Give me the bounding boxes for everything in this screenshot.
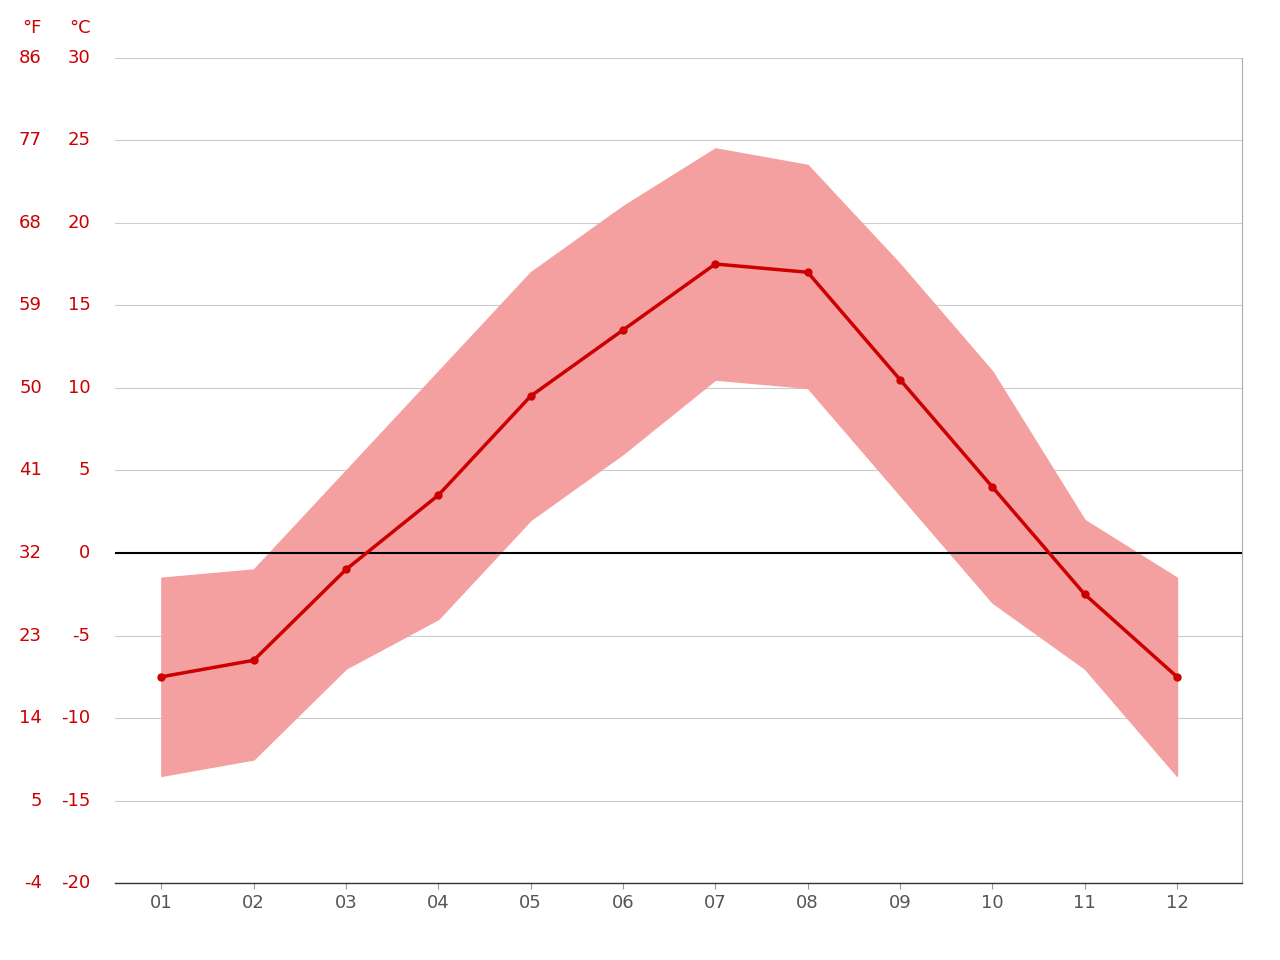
Text: 59: 59 (19, 297, 42, 314)
Text: 5: 5 (31, 792, 42, 809)
Text: 5: 5 (79, 462, 91, 479)
Text: 15: 15 (68, 297, 91, 314)
Text: 30: 30 (68, 49, 91, 66)
Text: -5: -5 (73, 627, 91, 644)
Text: 0: 0 (79, 544, 91, 562)
Text: 41: 41 (19, 462, 42, 479)
Text: 50: 50 (19, 379, 42, 396)
Text: 23: 23 (19, 627, 42, 644)
Text: 86: 86 (19, 49, 42, 66)
Text: 77: 77 (19, 132, 42, 149)
Text: -20: -20 (61, 875, 91, 892)
Text: 25: 25 (68, 132, 91, 149)
Text: -10: -10 (61, 709, 91, 727)
Text: °C: °C (69, 19, 91, 37)
Text: °F: °F (23, 19, 42, 37)
Text: 68: 68 (19, 214, 42, 231)
Text: -4: -4 (24, 875, 42, 892)
Text: 20: 20 (68, 214, 91, 231)
Text: -15: -15 (61, 792, 91, 809)
Text: 10: 10 (68, 379, 91, 396)
Text: 32: 32 (19, 544, 42, 562)
Text: 14: 14 (19, 709, 42, 727)
